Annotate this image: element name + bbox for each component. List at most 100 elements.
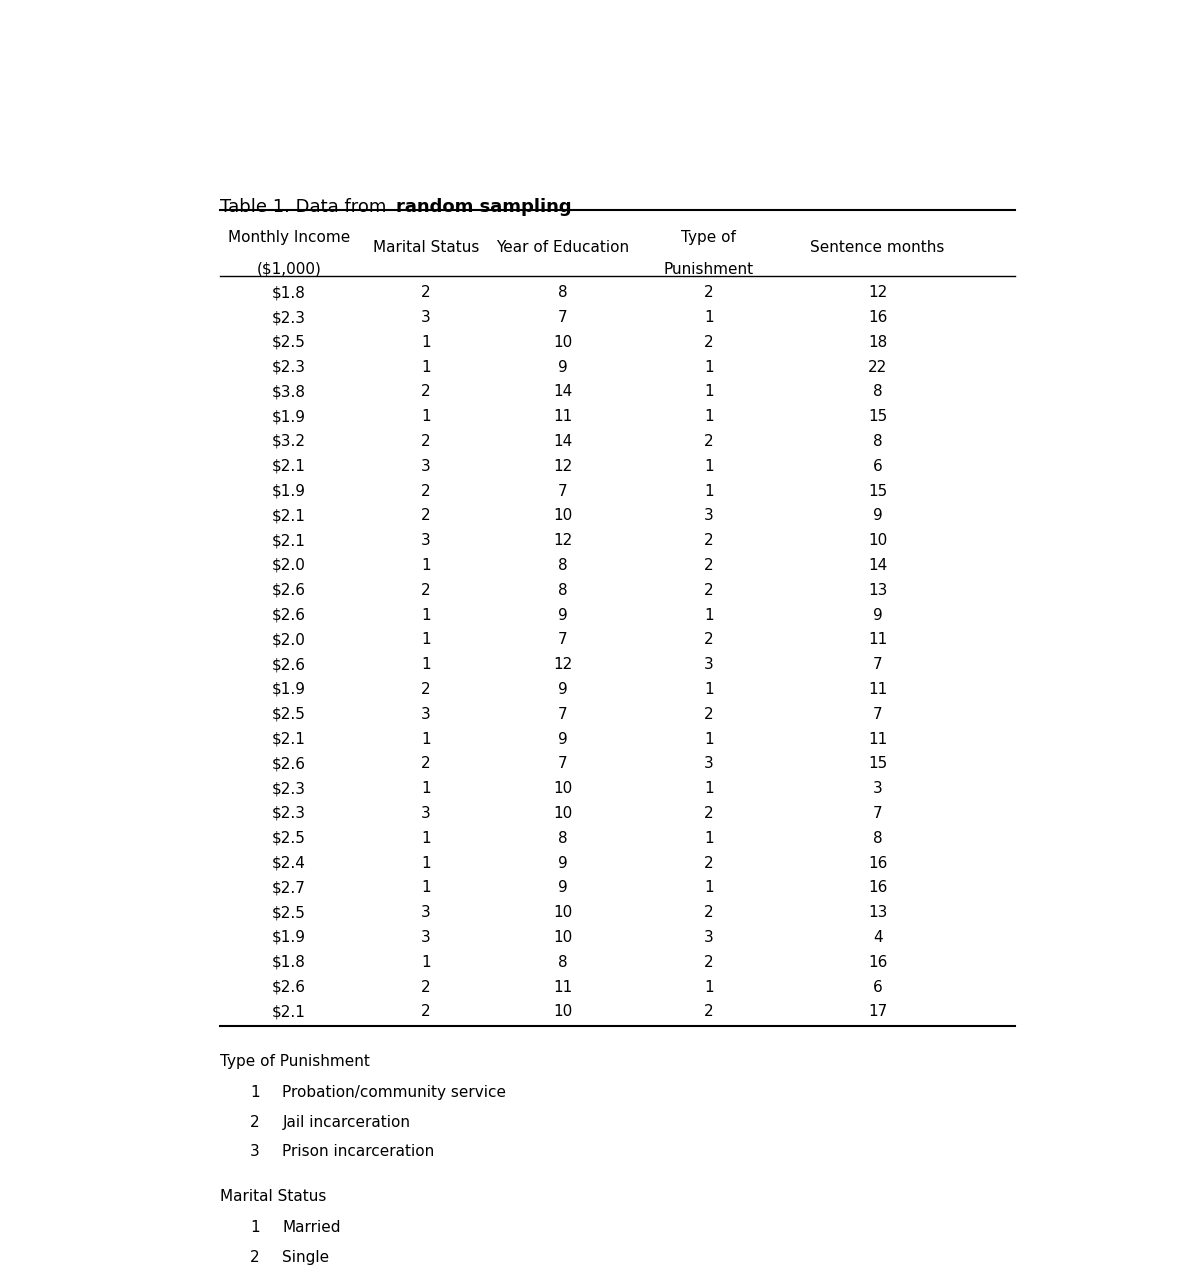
- Text: 10: 10: [552, 930, 573, 944]
- Text: 2: 2: [704, 955, 714, 970]
- Text: 7: 7: [558, 707, 568, 722]
- Text: 3: 3: [421, 459, 431, 474]
- Text: 8: 8: [558, 583, 568, 598]
- Text: 3: 3: [421, 707, 431, 722]
- Text: $2.0: $2.0: [272, 633, 306, 648]
- Text: 14: 14: [552, 435, 573, 449]
- Text: 9: 9: [557, 881, 568, 896]
- Text: $2.5: $2.5: [272, 335, 306, 350]
- Text: 3: 3: [421, 806, 431, 820]
- Text: 8: 8: [873, 435, 882, 449]
- Text: 9: 9: [873, 509, 882, 524]
- Text: 3: 3: [703, 509, 714, 524]
- Text: 1: 1: [704, 483, 714, 498]
- Text: 1: 1: [421, 731, 430, 746]
- Text: 2: 2: [704, 855, 714, 870]
- Text: 1: 1: [250, 1220, 260, 1235]
- Text: 6: 6: [873, 459, 882, 474]
- Text: 1: 1: [421, 607, 430, 622]
- Text: 2: 2: [421, 682, 430, 697]
- Text: 1: 1: [704, 409, 714, 424]
- Text: 2: 2: [704, 1005, 714, 1020]
- Text: 11: 11: [552, 409, 573, 424]
- Text: 16: 16: [868, 955, 887, 970]
- Text: $2.1: $2.1: [272, 731, 306, 746]
- Text: 11: 11: [868, 633, 887, 648]
- Text: 1: 1: [421, 409, 430, 424]
- Text: 12: 12: [868, 285, 887, 300]
- Text: 2: 2: [704, 633, 714, 648]
- Text: 15: 15: [868, 483, 887, 498]
- Text: Year of Education: Year of Education: [496, 240, 629, 256]
- Text: 10: 10: [552, 781, 573, 796]
- Text: 9: 9: [557, 607, 568, 622]
- Text: $2.5: $2.5: [272, 831, 306, 846]
- Text: $2.6: $2.6: [272, 607, 306, 622]
- Text: $1.9: $1.9: [272, 483, 306, 498]
- Text: $1.9: $1.9: [272, 930, 306, 944]
- Text: Married: Married: [283, 1220, 340, 1235]
- Text: 11: 11: [868, 731, 887, 746]
- Text: $2.4: $2.4: [272, 855, 306, 870]
- Text: Jail incarceration: Jail incarceration: [283, 1114, 410, 1130]
- Text: ($1,000): ($1,000): [257, 262, 322, 277]
- Text: 12: 12: [552, 459, 573, 474]
- Text: $2.3: $2.3: [272, 781, 306, 796]
- Text: 12: 12: [552, 657, 573, 672]
- Text: 10: 10: [868, 533, 887, 548]
- Text: 3: 3: [421, 311, 431, 325]
- Text: 10: 10: [552, 509, 573, 524]
- Text: 16: 16: [868, 311, 887, 325]
- Text: $1.8: $1.8: [272, 285, 306, 300]
- Text: 12: 12: [552, 533, 573, 548]
- Text: 1: 1: [704, 731, 714, 746]
- Text: 1: 1: [704, 831, 714, 846]
- Text: 2: 2: [704, 583, 714, 598]
- Text: 1: 1: [704, 459, 714, 474]
- Text: 1: 1: [421, 657, 430, 672]
- Text: 2: 2: [704, 558, 714, 573]
- Text: 3: 3: [421, 930, 431, 944]
- Text: 3: 3: [421, 905, 431, 920]
- Text: 1: 1: [421, 831, 430, 846]
- Text: 7: 7: [558, 633, 568, 648]
- Text: $2.6: $2.6: [272, 583, 306, 598]
- Text: 2: 2: [421, 483, 430, 498]
- Text: 16: 16: [868, 881, 887, 896]
- Text: 2: 2: [421, 285, 430, 300]
- Text: Table 1. Data from: Table 1. Data from: [220, 198, 392, 216]
- Text: 17: 17: [868, 1005, 887, 1020]
- Text: 1: 1: [704, 385, 714, 400]
- Text: 1: 1: [704, 607, 714, 622]
- Text: 1: 1: [250, 1085, 260, 1100]
- Text: 10: 10: [552, 806, 573, 820]
- Text: 9: 9: [557, 682, 568, 697]
- Text: 1: 1: [704, 311, 714, 325]
- Text: $3.2: $3.2: [272, 435, 306, 449]
- Text: 11: 11: [868, 682, 887, 697]
- Text: Prison incarceration: Prison incarceration: [283, 1144, 435, 1159]
- Text: $2.1: $2.1: [272, 533, 306, 548]
- Text: 9: 9: [873, 607, 882, 622]
- Text: $2.1: $2.1: [272, 459, 306, 474]
- Text: $2.5: $2.5: [272, 707, 306, 722]
- Text: 13: 13: [868, 583, 887, 598]
- Text: Probation/community service: Probation/community service: [283, 1085, 507, 1100]
- Text: 15: 15: [868, 757, 887, 772]
- Text: 6: 6: [873, 979, 882, 994]
- Text: 2: 2: [421, 435, 430, 449]
- Text: 2: 2: [421, 757, 430, 772]
- Text: 7: 7: [558, 483, 568, 498]
- Text: 1: 1: [421, 359, 430, 374]
- Text: 2: 2: [704, 806, 714, 820]
- Text: 11: 11: [552, 979, 573, 994]
- Text: 2: 2: [421, 509, 430, 524]
- Text: 8: 8: [558, 558, 568, 573]
- Text: 13: 13: [868, 905, 887, 920]
- Text: $2.1: $2.1: [272, 1005, 306, 1020]
- Text: 3: 3: [873, 781, 882, 796]
- Text: $3.8: $3.8: [272, 385, 306, 400]
- Text: 3: 3: [250, 1144, 260, 1159]
- Text: Type of Punishment: Type of Punishment: [220, 1054, 370, 1068]
- Text: $2.3: $2.3: [272, 359, 306, 374]
